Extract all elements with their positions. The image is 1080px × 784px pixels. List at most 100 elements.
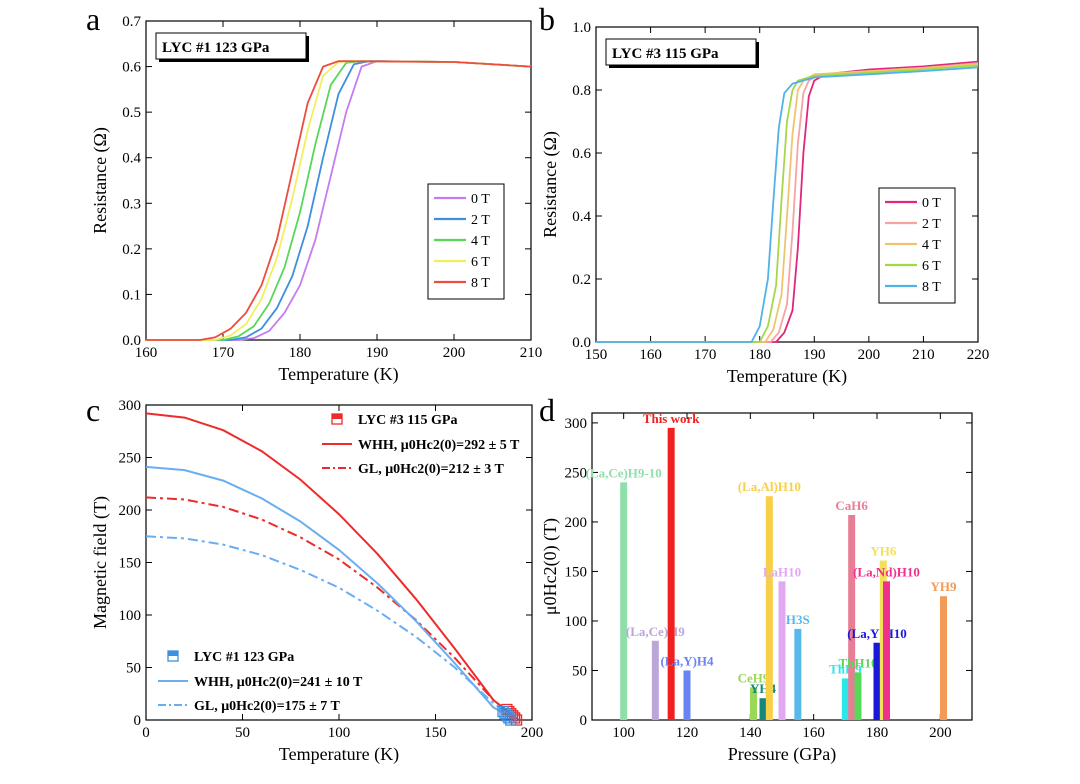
x-tick-label: 100 xyxy=(328,725,351,741)
y-tick-label: 0 xyxy=(580,713,588,729)
bar xyxy=(848,515,856,720)
legend-box xyxy=(878,187,956,304)
series-line-4t xyxy=(596,63,979,343)
bar-label: CaH6 xyxy=(835,498,868,513)
y-tick-label: 300 xyxy=(119,398,142,414)
bar xyxy=(873,642,881,720)
legend-sample: LYC #3 115 GPa xyxy=(358,413,457,428)
x-tick-label: 180 xyxy=(289,345,312,361)
y-tick-label: 250 xyxy=(565,465,588,481)
data-marker xyxy=(501,710,513,722)
fit-curve xyxy=(145,535,518,721)
bar-label: ThH10 xyxy=(838,655,877,670)
x-tick-label: 190 xyxy=(366,345,389,361)
sample-label: LYC #3 115 GPa xyxy=(612,46,719,62)
x-tick-label: 150 xyxy=(585,347,608,363)
bar-label: (La,Y)H4 xyxy=(660,653,714,668)
x-tick-label: 160 xyxy=(639,347,662,363)
y-tick-label: 0.4 xyxy=(122,151,141,167)
sample-label-box xyxy=(605,38,757,66)
bar xyxy=(620,482,628,720)
y-axis-label: Resistance (Ω) xyxy=(540,131,561,238)
legend-entry: 4 T xyxy=(922,238,941,253)
legend-box xyxy=(427,183,505,300)
bar xyxy=(940,596,947,720)
bar xyxy=(854,672,862,720)
fit-curve xyxy=(145,412,520,721)
bar xyxy=(765,496,773,720)
axes-c: 0 50 100 150 200 0 50 100 150 200 250 300 Temperatur… xyxy=(86,392,543,765)
y-tick-label: 0.0 xyxy=(572,335,591,351)
legend-entry: 6 T xyxy=(471,255,490,270)
x-tick-label: 170 xyxy=(694,347,717,363)
y-tick-label: 100 xyxy=(119,608,142,624)
y-tick-label: 0.6 xyxy=(572,146,591,162)
x-tick-label: 190 xyxy=(803,347,826,363)
bar xyxy=(794,628,802,720)
bar-label: (La,Ce)H9-10 xyxy=(586,465,662,480)
x-axis-label: Pressure (GPa) xyxy=(728,744,836,765)
data-marker xyxy=(503,705,515,718)
series-line-8t xyxy=(596,66,979,343)
plot-frame xyxy=(145,20,532,341)
bar-label: (La,Nd)H10 xyxy=(853,564,920,579)
legend-whh: WHH, μ0Hc2(0)=241 ± 10 T xyxy=(194,675,363,690)
bar-label: (La,Ce)H9 xyxy=(626,624,685,639)
x-tick-label: 200 xyxy=(929,725,952,741)
axes-d: 100 120 140 160 180 200 0 50 100 150 200 250 300 Pres… xyxy=(539,392,973,765)
legend-entry: 8 T xyxy=(922,280,941,295)
legend-entry: 4 T xyxy=(471,234,490,249)
y-tick-label: 0.7 xyxy=(122,14,141,30)
y-axis-label: Resistance (Ω) xyxy=(90,127,111,234)
y-tick-label: 0.2 xyxy=(572,272,591,288)
y-tick-label: 150 xyxy=(565,564,588,580)
fit-curve xyxy=(145,465,518,721)
sample-label-box xyxy=(155,32,307,60)
legend-entry: 0 T xyxy=(922,196,941,211)
x-tick-label: 170 xyxy=(212,345,235,361)
y-tick-label: 50 xyxy=(126,661,141,677)
x-tick-label: 120 xyxy=(676,725,699,741)
legend-marker-fill xyxy=(332,414,342,419)
y-tick-label: 100 xyxy=(565,614,588,630)
panel-label: a xyxy=(86,1,100,37)
bar xyxy=(750,687,757,720)
y-tick-label: 1.0 xyxy=(572,20,591,36)
series-line-6t xyxy=(596,64,979,343)
y-tick-label: 0.2 xyxy=(122,242,141,258)
y-tick-label: 250 xyxy=(119,451,142,467)
plot-frame xyxy=(595,26,979,343)
bar-label: CeH9 xyxy=(738,670,770,685)
y-tick-label: 0.5 xyxy=(122,105,141,121)
bar xyxy=(651,640,659,720)
y-tick-label: 300 xyxy=(565,416,588,432)
y-tick-label: 200 xyxy=(119,503,142,519)
x-axis-label: Temperature (K) xyxy=(727,366,847,387)
bar xyxy=(778,581,786,720)
x-tick-label: 150 xyxy=(424,725,447,741)
data-marker xyxy=(497,705,509,718)
y-tick-label: 0.6 xyxy=(122,60,141,76)
x-tick-label: 140 xyxy=(739,725,762,741)
series-line-8t xyxy=(146,60,532,341)
y-tick-label: 150 xyxy=(119,556,142,572)
data-marker xyxy=(505,708,517,720)
x-tick-label: 50 xyxy=(235,725,250,741)
x-tick-label: 200 xyxy=(858,347,881,363)
legend-entry: 6 T xyxy=(922,259,941,274)
bar xyxy=(683,670,691,720)
bar xyxy=(759,698,767,720)
y-tick-label: 0.8 xyxy=(572,83,591,99)
bar-label: YH6 xyxy=(870,544,897,559)
x-tick-label: 180 xyxy=(748,347,771,363)
legend-gl: GL, μ0Hc2(0)=212 ± 3 T xyxy=(358,462,505,477)
data-marker xyxy=(505,714,517,726)
y-axis-label: Magnetic field (T) xyxy=(90,496,111,629)
axes-b: 150 160 170 180 190 200 210 220 0.0 0.2 0.4 0.6 0.8 1… xyxy=(539,1,989,387)
x-axis-label: Temperature (K) xyxy=(279,744,399,765)
y-tick-label: 0 xyxy=(134,713,142,729)
y-tick-label: 0.3 xyxy=(122,196,141,212)
x-tick-label: 200 xyxy=(521,725,544,741)
x-tick-label: 210 xyxy=(912,347,935,363)
